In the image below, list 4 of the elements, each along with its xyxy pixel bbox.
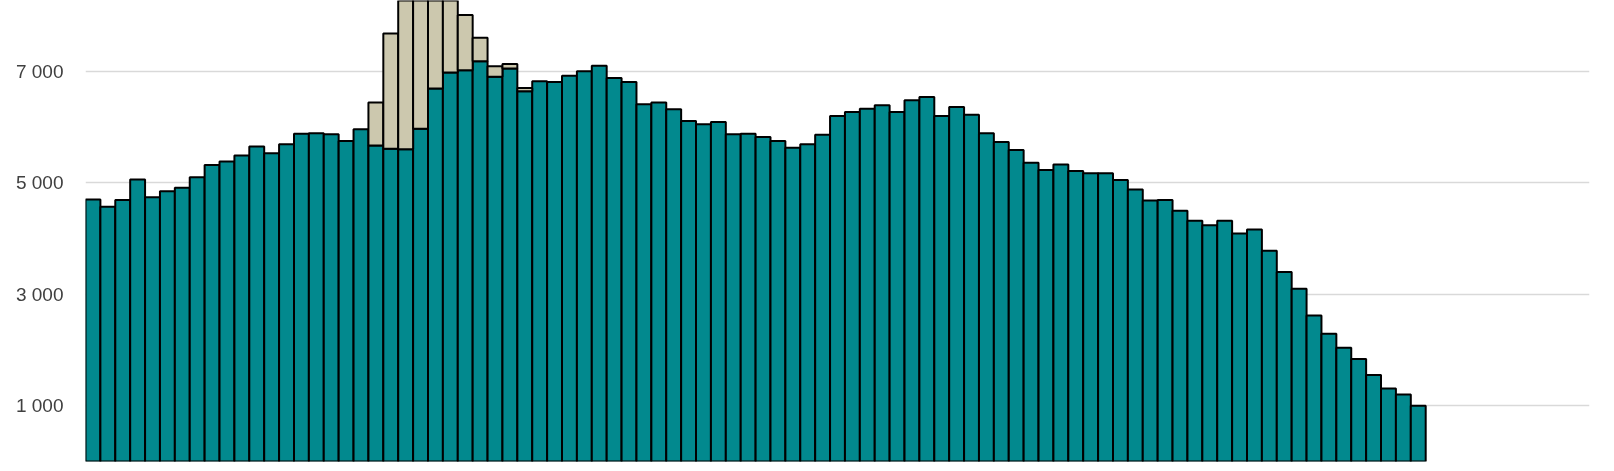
y-tick-label: 7 000	[15, 60, 64, 82]
y-tick-label: 1 000	[15, 395, 64, 417]
y-tick-label: 5 000	[15, 172, 64, 194]
y-tick-label: 3 000	[15, 283, 64, 305]
